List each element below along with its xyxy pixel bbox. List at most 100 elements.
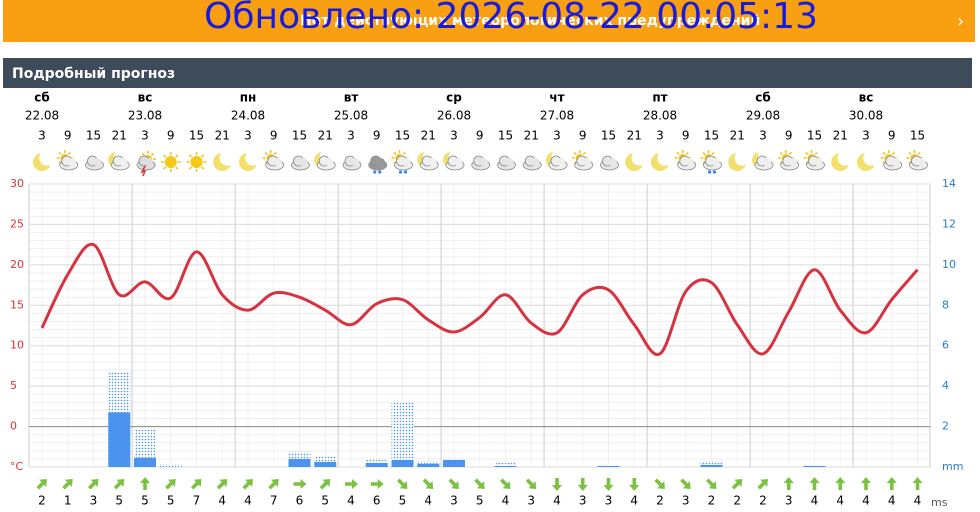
wind-unit: ms [931, 496, 948, 508]
day-name: вт [344, 91, 359, 105]
arrow-shape [242, 479, 253, 490]
precip-bar [700, 464, 723, 467]
rain-drop [378, 170, 382, 174]
wind-arrow [809, 477, 820, 490]
arrow-shape [912, 477, 923, 490]
sun-ray [779, 161, 783, 165]
y2-tick-label: 14 [942, 177, 956, 190]
hour-label: 21 [112, 129, 127, 143]
precip-bar [134, 428, 156, 467]
y-tick-label: 0 [10, 420, 17, 433]
wind-speed: 4 [862, 494, 870, 508]
wind-speed: 7 [193, 494, 201, 508]
moon-cut [657, 150, 673, 166]
wind-speed: 4 [244, 494, 252, 508]
hour-label: 3 [862, 129, 870, 143]
precip-bar [391, 459, 414, 467]
sun-ray [175, 166, 179, 170]
precip-bar [597, 465, 620, 467]
sun-ray [676, 151, 680, 155]
precip-bar [494, 462, 517, 467]
precip-bar [494, 465, 517, 467]
wind-arrow [165, 479, 176, 490]
sun-ray [814, 151, 818, 155]
hour-label: 3 [450, 129, 458, 143]
hour-label: 21 [215, 129, 230, 143]
wind-arrow [654, 478, 665, 489]
sun-ray [711, 151, 715, 155]
sun-ray [573, 151, 577, 155]
cloud [119, 158, 128, 166]
hour-label: 15 [189, 129, 204, 143]
banner-arrow[interactable]: › [957, 11, 964, 32]
cloud [428, 158, 437, 166]
sun-ray [702, 151, 706, 155]
sun-ray [163, 154, 167, 158]
weather-icon [600, 155, 619, 171]
cloud [325, 158, 334, 166]
rain-drop [398, 170, 403, 174]
wind-speed: 1 [64, 494, 72, 508]
hour-label: 15 [292, 129, 307, 143]
day-name: сб [34, 91, 50, 105]
sun-ray [264, 151, 268, 155]
wind-speed: 5 [115, 494, 123, 508]
wind-arrow [629, 478, 640, 491]
day-name: сб [755, 91, 771, 105]
wind-speed: 4 [553, 494, 561, 508]
hour-label: 3 [38, 129, 46, 143]
precip-bar [700, 460, 723, 467]
y2-tick-label: 4 [942, 379, 949, 392]
weather-icon [213, 150, 235, 171]
sun-ray [141, 152, 145, 156]
wind-speed: 4 [424, 494, 432, 508]
warning-text[interactable]: Нет действующих метеорологических предуп… [300, 13, 760, 29]
sun-ray [908, 151, 912, 155]
hour-label: 15 [395, 129, 410, 143]
hour-label: 9 [373, 129, 381, 143]
moon-cut [219, 150, 235, 166]
day-name: чт [549, 91, 564, 105]
cloud [145, 158, 153, 166]
weather-icon [291, 155, 310, 171]
precip-bar [417, 463, 440, 467]
moon-cut [631, 150, 647, 166]
wind-arrow [731, 479, 743, 490]
day-date: 23.08 [128, 109, 162, 123]
warning-banner[interactable] [3, 0, 975, 42]
temperature-line [40, 242, 919, 357]
wind-speed: 3 [527, 494, 535, 508]
wind-speed: 4 [502, 494, 510, 508]
weather-icon [108, 149, 130, 171]
hour-label: 21 [627, 129, 642, 143]
sun-ray [908, 161, 912, 165]
wind-speed: 2 [733, 494, 741, 508]
hour-label: 3 [244, 129, 252, 143]
wind-arrow [293, 479, 307, 489]
wind-arrow [835, 477, 846, 490]
weather-icon [674, 150, 697, 171]
day-date: 22.08 [25, 109, 59, 123]
precip-bar [314, 455, 337, 467]
sun-ray [264, 161, 268, 165]
cloud [788, 158, 797, 166]
cloud [608, 158, 617, 166]
precip-bar [108, 412, 131, 467]
day-name: пт [652, 91, 667, 105]
hour-label: 9 [579, 129, 587, 143]
weather-icon [752, 149, 774, 171]
wind-arrow [422, 478, 434, 489]
wind-speed: 3 [450, 494, 458, 508]
wind-arrow [87, 479, 99, 490]
hour-label: 9 [785, 129, 793, 143]
day-date: 25.08 [334, 109, 368, 123]
wind-arrow [783, 477, 794, 490]
sun-ray [67, 151, 71, 155]
day-date: 27.08 [540, 109, 574, 123]
wind-arrow [113, 479, 125, 490]
wind-arrow [268, 479, 279, 490]
wind-speed: 6 [373, 494, 381, 508]
weather-icon [186, 152, 207, 172]
hour-label: 3 [347, 129, 355, 143]
